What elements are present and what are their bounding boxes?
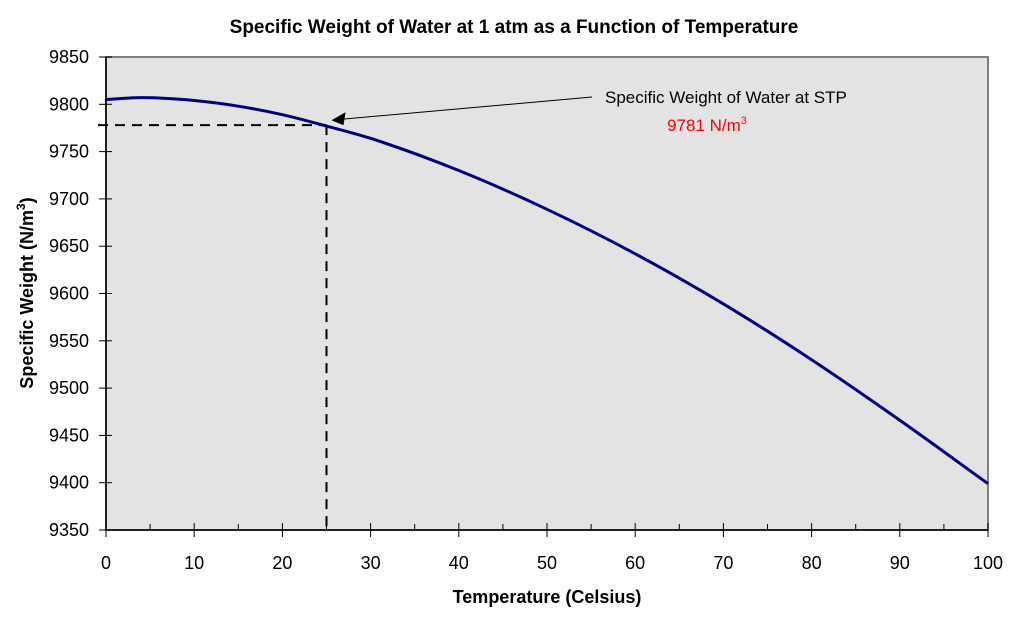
x-tick-label: 50 [537, 553, 557, 573]
reference-lines [98, 124, 328, 530]
y-tick-label: 9500 [49, 378, 89, 398]
y-axis-title-sup: 3 [14, 203, 28, 210]
y-tick-label: 9650 [49, 236, 89, 256]
y-axis: 9350 9400 9450 9500 9550 9600 9650 9700 9750 9800… [49, 47, 112, 540]
annotation-arrow-line [341, 96, 593, 120]
y-tick-label: 9350 [49, 520, 89, 540]
y-tick-label: 9400 [49, 473, 89, 493]
plot-area [105, 56, 989, 531]
x-tick-label: 70 [713, 553, 733, 573]
y-tick-label: 9550 [49, 331, 89, 351]
annotation-arrowhead [331, 112, 346, 126]
y-axis-title-main: Specific Weight (N/m [17, 210, 37, 389]
annotation: Specific Weight of Water at STP 9781 N/m3 [331, 88, 847, 135]
series-line-specific-weight [105, 96, 989, 485]
x-tick-label: 90 [890, 553, 910, 573]
y-tick-label: 9850 [49, 47, 89, 67]
annotation-value: 9781 N/m3 [667, 115, 747, 135]
y-tick-label: 9800 [49, 94, 89, 114]
y-tick-label: 9600 [49, 284, 89, 304]
annotation-value-sup: 3 [741, 115, 747, 127]
x-tick-label: 0 [101, 553, 111, 573]
y-tick-label: 9750 [49, 142, 89, 162]
y-tick-label: 9450 [49, 425, 89, 445]
x-tick-label: 40 [449, 553, 469, 573]
annotation-value-main: 9781 N/m [667, 116, 741, 135]
x-tick-label: 60 [625, 553, 645, 573]
x-tick-label: 100 [973, 553, 1003, 573]
y-axis-title: Specific Weight (N/m3) [14, 197, 37, 388]
chart-title: Specific Weight of Water at 1 atm as a F… [230, 17, 799, 38]
annotation-label: Specific Weight of Water at STP [605, 88, 847, 107]
x-tick-label: 10 [184, 553, 204, 573]
x-tick-label: 80 [802, 553, 822, 573]
y-tick-label: 9700 [49, 189, 89, 209]
x-tick-label: 30 [361, 553, 381, 573]
x-axis-title: Temperature (Celsius) [453, 587, 642, 607]
x-tick-label: 20 [272, 553, 292, 573]
x-axis: 0 10 20 30 40 50 60 70 80 90 100 [101, 523, 1003, 573]
y-axis-title-suffix: ) [17, 197, 37, 203]
